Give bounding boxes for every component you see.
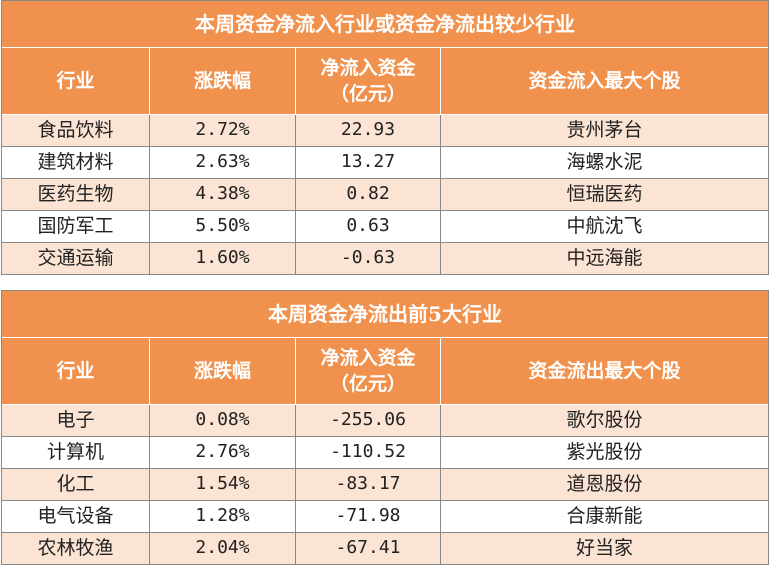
stock-cell: 歌尔股份 bbox=[566, 409, 643, 431]
stock-cell: 合康新能 bbox=[566, 505, 643, 527]
change-cell: 1.28% bbox=[150, 501, 296, 532]
stock-cell: 海螺水泥 bbox=[566, 151, 643, 173]
outflow-table-title: 本周资金净流出前5大行业 bbox=[2, 290, 768, 338]
flow-cell: -71.98 bbox=[296, 501, 441, 532]
industry-cell: 电气设备 bbox=[2, 501, 150, 532]
inflow-table: 本周资金净流入行业或资金净流出较少行业 行业 涨跌幅 净流入资金 （亿元） 资金… bbox=[1, 0, 769, 275]
header-net-flow-line1: 净流入资金 bbox=[320, 57, 416, 79]
table-row: 医药生物 4.38% 0.82 恒瑞医药 bbox=[2, 179, 768, 211]
change-cell: 2.76% bbox=[150, 437, 296, 468]
flow-cell: 22.93 bbox=[296, 115, 441, 146]
table-row: 计算机 2.76% -110.52 紫光股份 bbox=[2, 437, 768, 469]
industry-cell: 农林牧渔 bbox=[2, 533, 150, 564]
inflow-table-header: 行业 涨跌幅 净流入资金 （亿元） 资金流入最大个股 bbox=[2, 48, 768, 115]
industry-cell: 化工 bbox=[2, 469, 150, 500]
header-net-flow-line1: 净流入资金 bbox=[320, 347, 416, 369]
change-cell: 2.72% bbox=[150, 115, 296, 146]
table-row: 国防军工 5.50% 0.63 中航沈飞 bbox=[2, 211, 768, 243]
change-cell: 5.50% bbox=[150, 211, 296, 242]
change-cell: 2.04% bbox=[150, 533, 296, 564]
stock-cell: 中远海能 bbox=[566, 247, 643, 269]
stock-cell: 道恩股份 bbox=[566, 473, 643, 495]
flow-cell: -83.17 bbox=[296, 469, 441, 500]
change-cell: 4.38% bbox=[150, 179, 296, 210]
industry-cell: 建筑材料 bbox=[2, 147, 150, 178]
industry-cell: 食品饮料 bbox=[2, 115, 150, 146]
stock-cell: 紫光股份 bbox=[566, 441, 643, 463]
table-row: 电气设备 1.28% -71.98 合康新能 bbox=[2, 501, 768, 533]
change-cell: 1.54% bbox=[150, 469, 296, 500]
flow-cell: -110.52 bbox=[296, 437, 441, 468]
industry-cell: 计算机 bbox=[2, 437, 150, 468]
header-change: 涨跌幅 bbox=[150, 48, 296, 114]
flow-cell: 0.82 bbox=[296, 179, 441, 210]
industry-cell: 交通运输 bbox=[2, 243, 150, 274]
table-row: 农林牧渔 2.04% -67.41 好当家 bbox=[2, 533, 768, 565]
table-row: 化工 1.54% -83.17 道恩股份 bbox=[2, 469, 768, 501]
header-change: 涨跌幅 bbox=[150, 338, 296, 404]
stock-cell: 好当家 bbox=[575, 537, 633, 559]
table-row: 建筑材料 2.63% 13.27 海螺水泥 bbox=[2, 147, 768, 179]
flow-cell: -0.63 bbox=[296, 243, 441, 274]
flow-cell: 0.63 bbox=[296, 211, 441, 242]
outflow-table-header: 行业 涨跌幅 净流入资金 （亿元） 资金流出最大个股 bbox=[2, 338, 768, 405]
change-cell: 0.08% bbox=[150, 405, 296, 436]
header-top-stock: 资金流入最大个股 bbox=[528, 70, 681, 92]
stock-cell: 贵州茅台 bbox=[566, 119, 643, 141]
flow-cell: -255.06 bbox=[296, 405, 441, 436]
industry-cell: 医药生物 bbox=[2, 179, 150, 210]
flow-cell: 13.27 bbox=[296, 147, 441, 178]
table-row: 电子 0.08% -255.06 歌尔股份 bbox=[2, 405, 768, 437]
table-row: 交通运输 1.60% -0.63 中远海能 bbox=[2, 243, 768, 275]
change-cell: 2.63% bbox=[150, 147, 296, 178]
change-cell: 1.60% bbox=[150, 243, 296, 274]
outflow-table: 本周资金净流出前5大行业 行业 涨跌幅 净流入资金 （亿元） 资金流出最大个股 … bbox=[1, 290, 769, 565]
inflow-table-title: 本周资金净流入行业或资金净流出较少行业 bbox=[2, 0, 768, 48]
header-top-stock: 资金流出最大个股 bbox=[528, 360, 681, 382]
stock-cell: 中航沈飞 bbox=[566, 215, 643, 237]
header-net-flow: 净流入资金 （亿元） bbox=[296, 48, 441, 114]
flow-cell: -67.41 bbox=[296, 533, 441, 564]
header-industry: 行业 bbox=[2, 48, 150, 114]
header-industry: 行业 bbox=[2, 338, 150, 404]
industry-cell: 国防军工 bbox=[2, 211, 150, 242]
header-net-flow-unit: （亿元） bbox=[329, 373, 406, 395]
stock-cell: 恒瑞医药 bbox=[566, 183, 643, 205]
header-net-flow: 净流入资金 （亿元） bbox=[296, 338, 441, 404]
header-net-flow-unit: （亿元） bbox=[329, 83, 406, 105]
table-row: 食品饮料 2.72% 22.93 贵州茅台 bbox=[2, 115, 768, 147]
industry-cell: 电子 bbox=[2, 405, 150, 436]
